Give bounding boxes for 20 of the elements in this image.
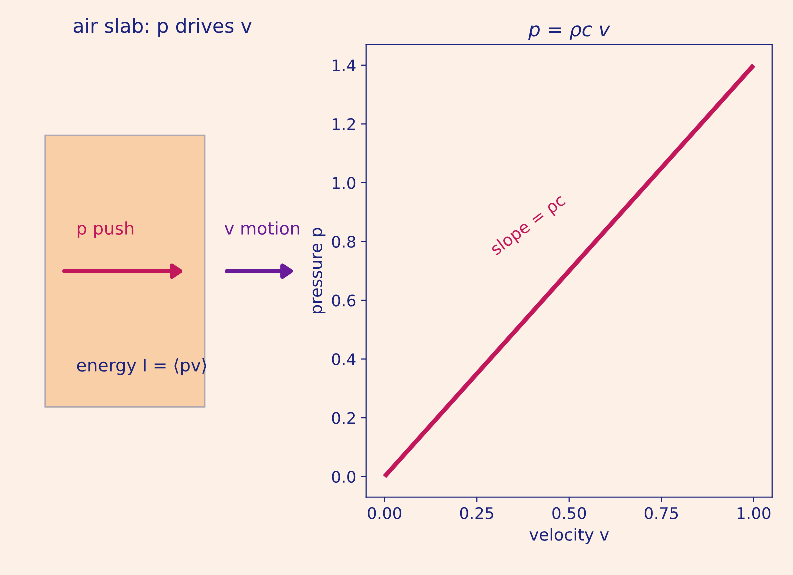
text: p push <box>78 222 134 238</box>
y-tick-label: 0.4 <box>332 353 356 366</box>
text: energy I = ⟨pv⟩ <box>77 358 206 376</box>
y-tick-label: 1.0 <box>332 177 356 190</box>
y-tick-label: 1.4 <box>332 60 356 72</box>
x-axis-title: velocity v <box>530 528 610 544</box>
text: air slab: p drives v <box>74 18 252 38</box>
x-tick-label: 1.00 <box>738 507 771 520</box>
y-axis-title: pressure p <box>312 228 326 314</box>
x-tick-label: 0.50 <box>552 507 586 520</box>
y-tick-label: 0.6 <box>332 294 356 307</box>
x-tick-label: 0.25 <box>460 507 494 520</box>
y-tick-label: 0.0 <box>332 471 356 484</box>
y-tick-label: 0.8 <box>332 236 356 248</box>
x-tick-label: 0.00 <box>368 507 402 520</box>
y-tick-label: 1.2 <box>332 118 356 130</box>
y-tick-label: 0.2 <box>332 412 356 424</box>
text: v motion <box>224 222 300 236</box>
x-tick-label: 0.75 <box>644 507 678 520</box>
chart-title: p = ρc v <box>528 26 610 41</box>
